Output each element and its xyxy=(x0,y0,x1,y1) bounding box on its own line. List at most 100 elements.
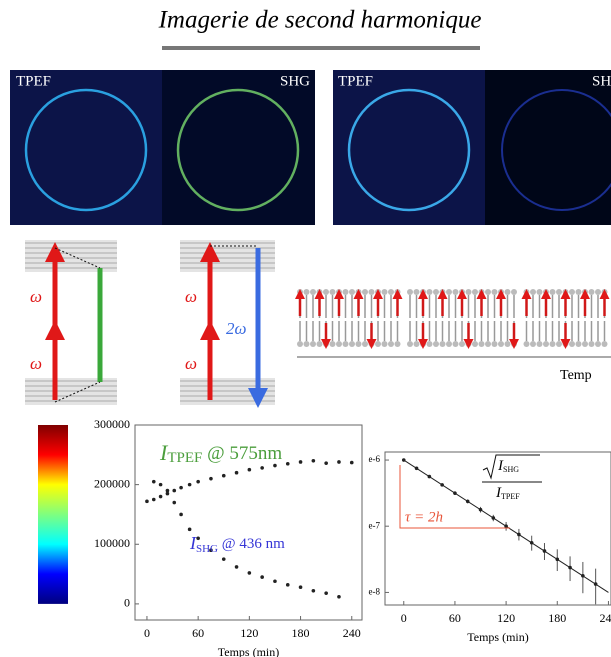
image-panel xyxy=(10,70,162,225)
data-point xyxy=(158,494,163,499)
lipid-head xyxy=(549,341,556,347)
annotation-part: @ 436 nm xyxy=(218,536,285,552)
formula-token: TPEF xyxy=(501,492,520,501)
lipid-head xyxy=(504,289,511,295)
data-point xyxy=(337,460,341,464)
lipid-head xyxy=(472,341,478,347)
lipid-head xyxy=(426,289,433,295)
lipid-head xyxy=(297,341,303,347)
x-axis-title: Temps (min) xyxy=(218,645,279,657)
data-point xyxy=(221,473,226,478)
lipid-head xyxy=(465,289,472,295)
lipid-head xyxy=(575,289,582,295)
lipid-head xyxy=(446,341,452,347)
data-point xyxy=(273,463,277,468)
x-tick-label: 120 xyxy=(497,611,515,625)
x-tick-label: 240 xyxy=(599,611,611,625)
data-point xyxy=(221,557,226,561)
omega-label: ω xyxy=(30,354,42,373)
lipid-head xyxy=(303,341,310,347)
x-tick-label: 240 xyxy=(343,626,361,640)
annotation: ITPEF @ 575nm xyxy=(159,440,282,466)
data-point xyxy=(285,461,290,466)
lipid-head xyxy=(504,341,511,347)
title: Imagerie de second harmonique xyxy=(158,7,482,34)
lipid-head xyxy=(323,289,329,295)
data-point xyxy=(337,594,341,599)
plot-frame xyxy=(384,451,611,606)
lipid-head xyxy=(433,341,439,347)
x-tick-label: 60 xyxy=(192,626,204,640)
annotation-part: SHG xyxy=(196,543,218,555)
lipid-head xyxy=(569,289,575,295)
y-tick-label: 100000 xyxy=(94,536,130,550)
data-point xyxy=(311,458,316,463)
lipid-head xyxy=(523,341,530,347)
lipid-head xyxy=(478,341,485,347)
lipid-head xyxy=(349,341,355,347)
x-tick-label: 0 xyxy=(144,626,150,640)
lipid-head xyxy=(439,341,446,347)
lipid-head xyxy=(413,289,420,295)
data-point xyxy=(285,583,290,587)
lipid-head xyxy=(530,289,536,295)
data-point xyxy=(165,488,170,493)
lipid-head xyxy=(362,289,368,295)
lipid-head xyxy=(433,289,439,295)
annotation-part: TPEF xyxy=(167,450,202,466)
lipid-head xyxy=(349,289,355,295)
lipid-head xyxy=(426,341,433,347)
lipid-head xyxy=(355,341,362,347)
data-point xyxy=(324,591,328,595)
x-tick-label: 180 xyxy=(292,626,310,640)
data-point xyxy=(349,460,354,465)
omega-label: ω xyxy=(30,287,42,306)
lipid-head xyxy=(452,289,459,295)
lipid-head xyxy=(569,341,575,347)
lipid-head xyxy=(381,341,388,347)
lipid-head xyxy=(530,341,536,347)
omega-label: ω xyxy=(185,287,197,306)
lipid-head xyxy=(588,341,595,347)
lipid-head xyxy=(595,289,601,295)
lipid-head xyxy=(595,341,601,347)
omega-label: ω xyxy=(185,354,197,373)
lipid-head xyxy=(329,341,336,347)
lipid-head xyxy=(316,341,323,347)
tau-label: τ = 2h xyxy=(405,509,443,525)
lipid-head xyxy=(601,341,608,347)
lipid-head xyxy=(536,289,543,295)
vesicle xyxy=(176,88,300,212)
lipid-head xyxy=(388,341,394,347)
data-point xyxy=(247,571,252,575)
lipid-head xyxy=(549,289,556,295)
image-label: TPEF xyxy=(338,73,373,89)
lipid-head xyxy=(543,341,549,347)
lipid-head xyxy=(582,341,588,347)
data-point xyxy=(145,499,149,504)
lipid-head xyxy=(511,289,517,295)
y-tick-label: 300000 xyxy=(94,417,130,431)
energy-diagrams: ω ω ω ω 2ω xyxy=(25,240,275,408)
formula-part: ITPEF xyxy=(495,485,520,501)
vesicle xyxy=(501,89,611,211)
lipid-head xyxy=(394,341,401,347)
vesicle xyxy=(347,88,471,212)
data-point xyxy=(234,565,239,569)
lipid-head xyxy=(485,341,491,347)
y-tick-label: 0 xyxy=(124,596,130,610)
lipid-head xyxy=(310,341,316,347)
lipid-head xyxy=(381,289,388,295)
data-point xyxy=(260,575,264,579)
data-point xyxy=(172,500,177,505)
data-point xyxy=(196,536,200,541)
y-tick-label: e-8 xyxy=(369,586,381,596)
x-tick-label: 180 xyxy=(548,611,566,625)
lipid-head xyxy=(485,289,491,295)
lipid-head xyxy=(342,341,349,347)
tau-bracket xyxy=(399,465,510,529)
lipid-head xyxy=(556,289,562,295)
lipid-head xyxy=(407,289,413,295)
lipid-head xyxy=(556,341,562,347)
